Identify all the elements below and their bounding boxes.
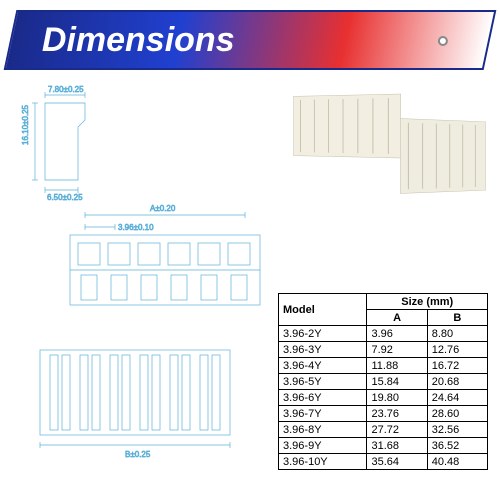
cell-a: 7.92	[367, 342, 427, 358]
th-b: B	[427, 310, 487, 326]
dim-overall: A±0.20	[150, 204, 176, 213]
bottom-view: B±0.25	[40, 350, 230, 459]
banner-hole-icon	[438, 35, 448, 45]
cell-b: 24.64	[427, 390, 487, 406]
dim-height: 16.10±0.25	[21, 104, 30, 145]
cell-a: 11.88	[367, 358, 427, 374]
cell-model: 3.96-8Y	[279, 422, 367, 438]
th-model: Model	[279, 294, 367, 326]
cell-a: 3.96	[367, 326, 427, 342]
table-row: 3.96-2Y3.968.80	[279, 326, 488, 342]
cell-model: 3.96-10Y	[279, 454, 367, 470]
cell-b: 12.76	[427, 342, 487, 358]
table-row: 3.96-5Y15.8420.68	[279, 374, 488, 390]
cell-a: 23.76	[367, 406, 427, 422]
table-row: 3.96-7Y23.7628.60	[279, 406, 488, 422]
side-view: 7.80±0.25 16.10±0.25 6.50±0.25	[21, 85, 85, 202]
cell-model: 3.96-2Y	[279, 326, 367, 342]
cell-b: 28.60	[427, 406, 487, 422]
cell-b: 32.56	[427, 422, 487, 438]
dim-b: B±0.25	[125, 450, 151, 459]
dim-width: 7.80±0.25	[48, 85, 84, 94]
cell-model: 3.96-4Y	[279, 358, 367, 374]
dimensions-table: Model Size (mm) A B 3.96-2Y3.968.803.96-…	[278, 293, 488, 470]
cell-b: 20.68	[427, 374, 487, 390]
cell-a: 35.64	[367, 454, 427, 470]
cell-b: 16.72	[427, 358, 487, 374]
table-row: 3.96-6Y19.8024.64	[279, 390, 488, 406]
bottom-slots	[50, 355, 220, 430]
cell-b: 8.80	[427, 326, 487, 342]
cell-b: 40.48	[427, 454, 487, 470]
cell-model: 3.96-7Y	[279, 406, 367, 422]
th-a: A	[367, 310, 427, 326]
cell-a: 15.84	[367, 374, 427, 390]
cell-a: 27.72	[367, 422, 427, 438]
table-row: 3.96-3Y7.9212.76	[279, 342, 488, 358]
table-row: 3.96-10Y35.6440.48	[279, 454, 488, 470]
product-photo-2	[400, 118, 486, 193]
front-view: A±0.20 3.96±0.10	[70, 204, 260, 305]
cell-model: 3.96-3Y	[279, 342, 367, 358]
dim-base: 6.50±0.25	[47, 193, 83, 202]
cell-model: 3.96-6Y	[279, 390, 367, 406]
cell-model: 3.96-9Y	[279, 438, 367, 454]
product-photo-1	[293, 94, 401, 158]
cell-a: 31.68	[367, 438, 427, 454]
banner-title: Dimensions	[42, 21, 235, 60]
cell-b: 36.52	[427, 438, 487, 454]
cell-a: 19.80	[367, 390, 427, 406]
th-size: Size (mm)	[367, 294, 488, 310]
table-row: 3.96-9Y31.6836.52	[279, 438, 488, 454]
table-row: 3.96-4Y11.8816.72	[279, 358, 488, 374]
cell-model: 3.96-5Y	[279, 374, 367, 390]
technical-drawings: 7.80±0.25 16.10±0.25 6.50±0.25 A±0.20 3.…	[20, 85, 280, 485]
table-row: 3.96-8Y27.7232.56	[279, 422, 488, 438]
table-body: 3.96-2Y3.968.803.96-3Y7.9212.763.96-4Y11…	[279, 326, 488, 470]
header-banner: Dimensions	[4, 10, 497, 70]
front-cavities	[78, 243, 250, 300]
dim-pitch: 3.96±0.10	[118, 223, 154, 232]
